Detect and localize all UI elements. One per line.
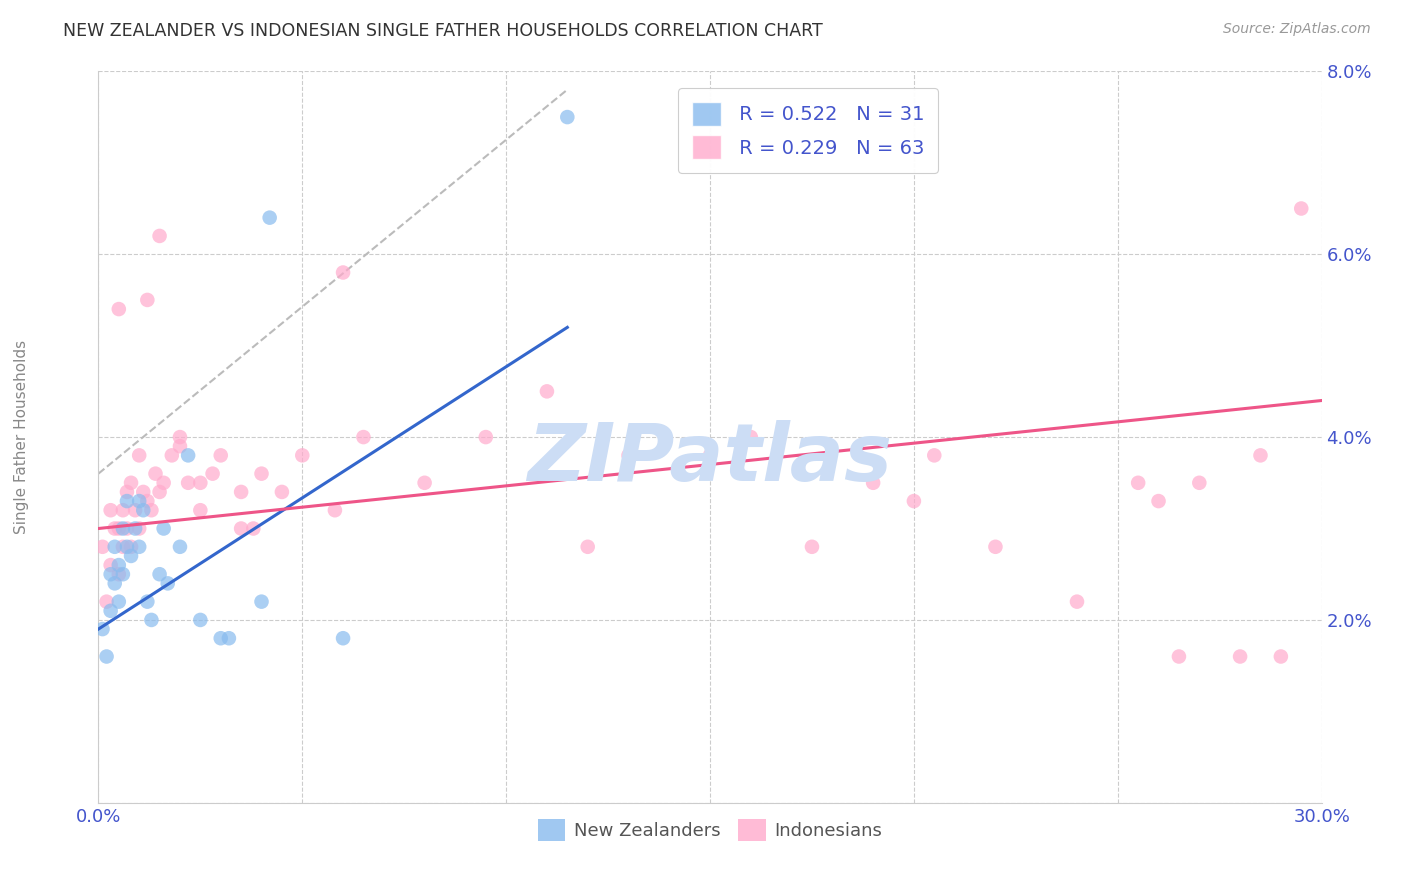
Point xyxy=(124,521,146,535)
Point xyxy=(188,613,212,627)
Point xyxy=(413,475,436,490)
Point xyxy=(96,595,118,609)
Point xyxy=(259,211,281,225)
Point xyxy=(984,540,1007,554)
Point xyxy=(149,485,172,500)
Point xyxy=(96,649,118,664)
Point xyxy=(1291,202,1313,216)
Point xyxy=(617,449,640,463)
Point xyxy=(91,540,114,554)
Point xyxy=(108,567,131,582)
Point xyxy=(801,540,824,554)
Point xyxy=(120,475,142,490)
Point xyxy=(108,595,131,609)
Point xyxy=(156,576,179,591)
Point xyxy=(699,449,721,463)
Text: ZIPatlas: ZIPatlas xyxy=(527,420,893,498)
Point xyxy=(104,576,127,591)
Point xyxy=(177,475,200,490)
Point xyxy=(108,302,131,317)
Point xyxy=(132,503,155,517)
Point xyxy=(188,475,212,490)
Point xyxy=(100,567,122,582)
Point xyxy=(209,632,232,646)
Point xyxy=(136,595,159,609)
Point xyxy=(1128,475,1150,490)
Point xyxy=(218,632,240,646)
Point xyxy=(1188,475,1211,490)
Point xyxy=(231,485,253,500)
Point xyxy=(270,485,294,500)
Point xyxy=(128,540,150,554)
Point xyxy=(160,449,183,463)
Point xyxy=(862,475,884,490)
Point xyxy=(188,503,212,517)
Point xyxy=(149,567,172,582)
Point xyxy=(201,467,224,481)
Point xyxy=(120,549,142,563)
Point xyxy=(352,430,374,444)
Point xyxy=(1229,649,1251,664)
Point xyxy=(128,449,150,463)
Point xyxy=(250,595,273,609)
Point xyxy=(91,622,114,636)
Point xyxy=(115,494,138,508)
Point xyxy=(332,266,354,280)
Text: Source: ZipAtlas.com: Source: ZipAtlas.com xyxy=(1223,22,1371,37)
Point xyxy=(100,503,122,517)
Point xyxy=(145,467,167,481)
Point xyxy=(250,467,273,481)
Point xyxy=(536,384,558,399)
Point xyxy=(128,494,150,508)
Point xyxy=(1167,649,1189,664)
Point xyxy=(111,503,134,517)
Point xyxy=(231,521,253,535)
Point xyxy=(323,503,346,517)
Point xyxy=(242,521,264,535)
Point xyxy=(555,110,579,124)
Point xyxy=(111,540,134,554)
Point xyxy=(132,485,155,500)
Point xyxy=(1066,595,1088,609)
Point xyxy=(120,540,142,554)
Legend: New Zealanders, Indonesians: New Zealanders, Indonesians xyxy=(530,812,890,848)
Point xyxy=(291,449,314,463)
Point xyxy=(124,503,146,517)
Point xyxy=(1147,494,1170,508)
Point xyxy=(108,521,131,535)
Point xyxy=(115,540,138,554)
Point xyxy=(332,632,354,646)
Point xyxy=(104,540,127,554)
Point xyxy=(177,449,200,463)
Point xyxy=(100,604,122,618)
Point xyxy=(149,229,172,244)
Point xyxy=(474,430,498,444)
Point xyxy=(141,503,163,517)
Point xyxy=(115,521,138,535)
Point xyxy=(100,558,122,573)
Point xyxy=(108,558,131,573)
Point xyxy=(136,293,159,307)
Point xyxy=(152,475,174,490)
Point xyxy=(169,540,191,554)
Point xyxy=(136,494,159,508)
Point xyxy=(922,449,945,463)
Point xyxy=(903,494,925,508)
Y-axis label: Single Father Households: Single Father Households xyxy=(14,340,30,534)
Text: NEW ZEALANDER VS INDONESIAN SINGLE FATHER HOUSEHOLDS CORRELATION CHART: NEW ZEALANDER VS INDONESIAN SINGLE FATHE… xyxy=(63,22,823,40)
Point xyxy=(128,521,150,535)
Point xyxy=(104,521,127,535)
Point xyxy=(576,540,599,554)
Point xyxy=(111,521,134,535)
Point xyxy=(141,613,163,627)
Point xyxy=(152,521,174,535)
Point xyxy=(169,439,191,453)
Point xyxy=(111,567,134,582)
Point xyxy=(209,449,232,463)
Point xyxy=(740,430,762,444)
Point xyxy=(1249,449,1271,463)
Point xyxy=(169,430,191,444)
Point xyxy=(115,485,138,500)
Point xyxy=(1270,649,1292,664)
